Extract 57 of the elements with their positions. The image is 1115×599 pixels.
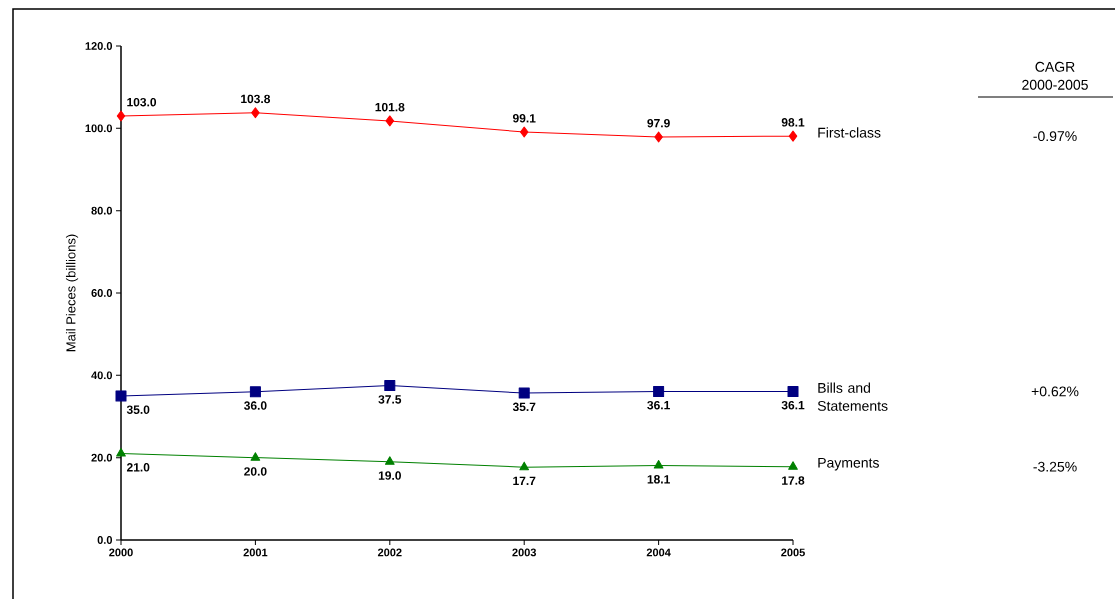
series-label: Payments bbox=[818, 457, 879, 471]
y-tick-label: 120.0 bbox=[85, 42, 113, 50]
y-tick-label: 60.0 bbox=[91, 289, 113, 297]
point bbox=[653, 385, 665, 397]
y-tick-label: 80.0 bbox=[91, 206, 113, 215]
data-label: 35.0 bbox=[126, 405, 150, 414]
text: -3.25% bbox=[1033, 461, 1077, 472]
text: -0.97% bbox=[1033, 131, 1077, 142]
data-label: 19.0 bbox=[378, 471, 401, 480]
point bbox=[116, 110, 126, 122]
y-tick-label: 20.0 bbox=[91, 453, 113, 462]
point bbox=[654, 131, 663, 143]
point bbox=[519, 126, 529, 138]
point bbox=[251, 107, 260, 119]
y-tick-label: 40.0 bbox=[91, 371, 113, 380]
point bbox=[518, 387, 530, 399]
y-tick-label: 0.0 bbox=[97, 536, 113, 544]
point bbox=[788, 130, 798, 142]
series-label: Bills and Statements bbox=[817, 382, 888, 411]
series-label: First-class bbox=[818, 127, 881, 138]
text: +0.62% bbox=[1031, 386, 1079, 397]
point bbox=[249, 386, 261, 398]
data-label: 36.0 bbox=[244, 401, 267, 410]
y-axis-title: Mail Pieces (billions) bbox=[65, 234, 79, 352]
point bbox=[519, 461, 530, 471]
x-tick-label: 2002 bbox=[377, 548, 402, 557]
text: CAGR 2000-2005 bbox=[1022, 61, 1088, 90]
point bbox=[116, 448, 126, 457]
point bbox=[384, 456, 395, 465]
data-label: 18.1 bbox=[647, 475, 670, 484]
x-tick-label: 2000 bbox=[109, 548, 133, 557]
data-label: 17.7 bbox=[513, 476, 536, 485]
data-label: 98.1 bbox=[781, 118, 805, 127]
data-label: 101.8 bbox=[375, 102, 405, 112]
data-label: 36.1 bbox=[781, 400, 805, 410]
data-label: 17.8 bbox=[782, 476, 805, 485]
point bbox=[250, 452, 261, 461]
data-label: 37.5 bbox=[378, 395, 402, 404]
x-tick-label: 2004 bbox=[646, 548, 671, 557]
data-label: 35.7 bbox=[512, 402, 536, 412]
y-tick-label: 100.0 bbox=[85, 124, 113, 133]
point bbox=[787, 385, 799, 397]
point bbox=[385, 115, 395, 127]
point bbox=[653, 459, 664, 469]
data-label: 103.8 bbox=[241, 94, 271, 104]
x-tick-label: 2001 bbox=[243, 548, 268, 557]
point bbox=[788, 461, 798, 470]
data-label: 103.0 bbox=[127, 97, 157, 107]
x-tick-label: 2005 bbox=[781, 548, 805, 557]
data-label: 20.0 bbox=[244, 467, 267, 476]
data-label: 36.1 bbox=[647, 400, 670, 410]
data-label: 21.0 bbox=[126, 463, 150, 472]
x-tick-label: 2003 bbox=[512, 548, 537, 557]
point bbox=[384, 380, 396, 392]
point bbox=[115, 390, 127, 402]
data-label: 99.1 bbox=[512, 114, 536, 123]
data-label: 97.9 bbox=[647, 118, 670, 128]
